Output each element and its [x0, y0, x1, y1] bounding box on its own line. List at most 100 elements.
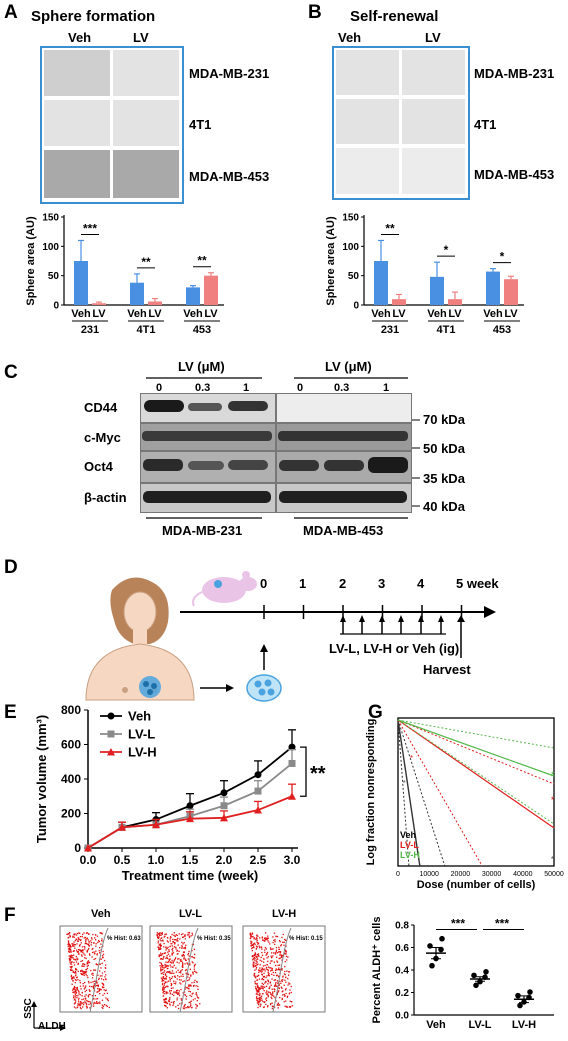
flow-event [188, 990, 190, 992]
flow-event [196, 980, 198, 983]
flow-event [260, 997, 263, 999]
flow-event [159, 947, 161, 949]
flow-event [87, 933, 90, 935]
flow-event [70, 975, 72, 978]
flow-event [258, 987, 261, 989]
flow-event [258, 1002, 260, 1004]
flow-event [168, 1000, 170, 1003]
flow-event [278, 939, 281, 942]
flow-event [250, 940, 252, 942]
flow-event [173, 1001, 175, 1003]
flow-event [86, 1003, 88, 1005]
flow-event [92, 951, 94, 954]
flow-event [81, 955, 83, 957]
flow-event [103, 979, 105, 981]
flow-event [185, 973, 187, 975]
flow-event [254, 954, 256, 956]
a-ytick-label: 100 [42, 242, 59, 253]
flow-event [162, 968, 164, 971]
flow-event [265, 985, 268, 987]
b-bar-veh [486, 271, 500, 305]
flow-event [284, 1005, 286, 1007]
flow-event [157, 937, 160, 939]
flow-event [252, 955, 254, 958]
flow-event [178, 971, 180, 973]
flow-event [173, 992, 175, 994]
e-xtick-label: 2.5 [250, 853, 267, 867]
flow-event [188, 935, 191, 938]
flow-event [92, 985, 94, 987]
flow-event [75, 973, 77, 975]
flow-event [290, 1006, 292, 1008]
flow-event [267, 969, 269, 971]
flow-event [162, 980, 165, 982]
e-ytick-label: 0 [74, 841, 81, 855]
flow-event [105, 1004, 107, 1007]
flow-event [171, 948, 173, 951]
b-ytick-label: 0 [353, 301, 359, 312]
flow-event [190, 1004, 192, 1007]
b-ylabel: Sphere area (AU) [325, 216, 337, 306]
flow-event [286, 959, 288, 961]
g-veh-fit [397, 719, 421, 867]
flow-event [80, 1004, 82, 1006]
flow-event [281, 956, 283, 959]
flow-event [182, 973, 184, 975]
flow-event [281, 998, 283, 1000]
timeline-label-4: 4 [417, 576, 425, 591]
flow-event [167, 980, 169, 982]
flow-event [80, 970, 82, 972]
flow-event [74, 933, 76, 935]
flow-axis-ssc: SSC [22, 998, 34, 1019]
g-veh-ci [397, 719, 410, 867]
flow-event [257, 1004, 260, 1006]
flow-event [75, 990, 77, 992]
flow-event [90, 937, 93, 939]
flow-event [172, 947, 174, 949]
flow-event [90, 981, 92, 984]
flow-event [104, 971, 106, 973]
e-xtick-label: 3.0 [284, 853, 301, 867]
flow-event [251, 932, 253, 934]
flow-event [92, 974, 94, 976]
flow-event [179, 938, 181, 940]
flow-event [99, 970, 101, 972]
flow-event [256, 990, 258, 992]
timeline-label-2: 2 [339, 576, 347, 591]
flow-event [188, 936, 191, 939]
panel-b-micrograph-grid [332, 46, 470, 200]
flow-event [272, 991, 274, 993]
flow-event [160, 945, 162, 947]
flow-event [276, 974, 278, 976]
flow-event [166, 981, 168, 983]
flow-event [97, 940, 100, 942]
flow-event [269, 991, 271, 994]
flow-event [257, 954, 260, 956]
flow-event [77, 989, 79, 991]
flow-event [170, 990, 172, 992]
flow-event [289, 1005, 291, 1008]
e-sig-bracket [300, 746, 307, 797]
flow-event [157, 937, 159, 939]
flow-event [266, 1006, 269, 1008]
flow-event [253, 938, 255, 940]
flow-event [256, 986, 259, 988]
flow-event [94, 934, 97, 936]
flow-event [89, 1007, 91, 1009]
flow-event [68, 942, 70, 945]
flow-event [92, 986, 94, 989]
g-plot-frame [397, 717, 555, 867]
flow-event [261, 951, 263, 954]
flow-event [71, 977, 74, 980]
flow-ssc-arrowhead [31, 1001, 37, 1007]
flow-event [93, 958, 95, 960]
flow-event [289, 1000, 291, 1002]
a-bar-lv [148, 301, 162, 305]
flow-event [72, 935, 74, 937]
flow-event [99, 993, 101, 995]
flow-event [160, 967, 162, 969]
flow-event [96, 953, 98, 955]
flow-event [262, 968, 264, 970]
flow-event [82, 1002, 84, 1004]
flow-event [184, 988, 186, 990]
